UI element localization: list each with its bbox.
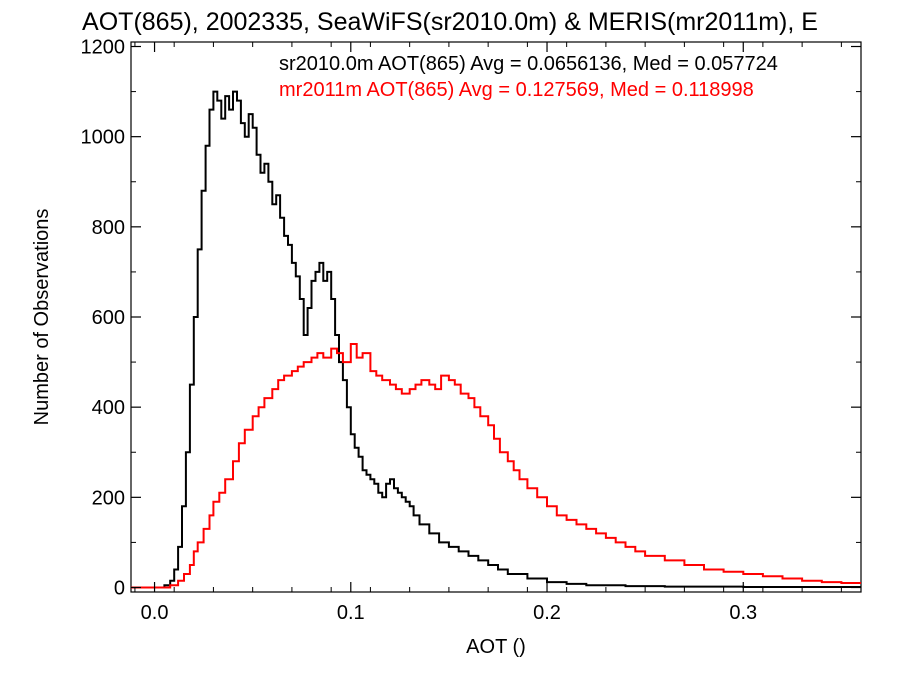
y-tick-label: 0 <box>114 577 125 599</box>
y-tick-label: 600 <box>92 307 125 329</box>
x-axis-label: AOT () <box>466 636 526 658</box>
series-annotation-sr2010.0m: sr2010.0m AOT(865) Avg = 0.0656136, Med … <box>279 53 778 75</box>
x-tick-label: 0.1 <box>337 602 365 624</box>
y-tick-label: 400 <box>92 397 125 419</box>
x-tick-label: 0.2 <box>533 602 561 624</box>
y-tick-label: 1000 <box>81 127 126 149</box>
x-tick-label: 0.0 <box>141 602 169 624</box>
series-line-sr2010.0m <box>131 90 861 589</box>
x-tick-label: 0.3 <box>729 602 757 624</box>
x-axis: 0.0 0.1 0.2 0.3 <box>134 42 842 624</box>
y-axis-label: Number of Observations <box>31 209 53 426</box>
series-annotation-mr2011m: mr2011m AOT(865) Avg = 0.127569, Med = 0… <box>279 79 754 101</box>
y-tick-label: 1200 <box>81 37 126 59</box>
y-axis: 0 200 400 600 800 1000 1200 <box>81 37 861 599</box>
chart-title: AOT(865), 2002335, SeaWiFS(sr2010.0m) & … <box>82 8 818 36</box>
series-line-mr2011m <box>131 343 861 589</box>
y-tick-label: 800 <box>92 217 125 239</box>
plot-frame <box>130 41 862 593</box>
y-tick-label: 200 <box>92 487 125 509</box>
